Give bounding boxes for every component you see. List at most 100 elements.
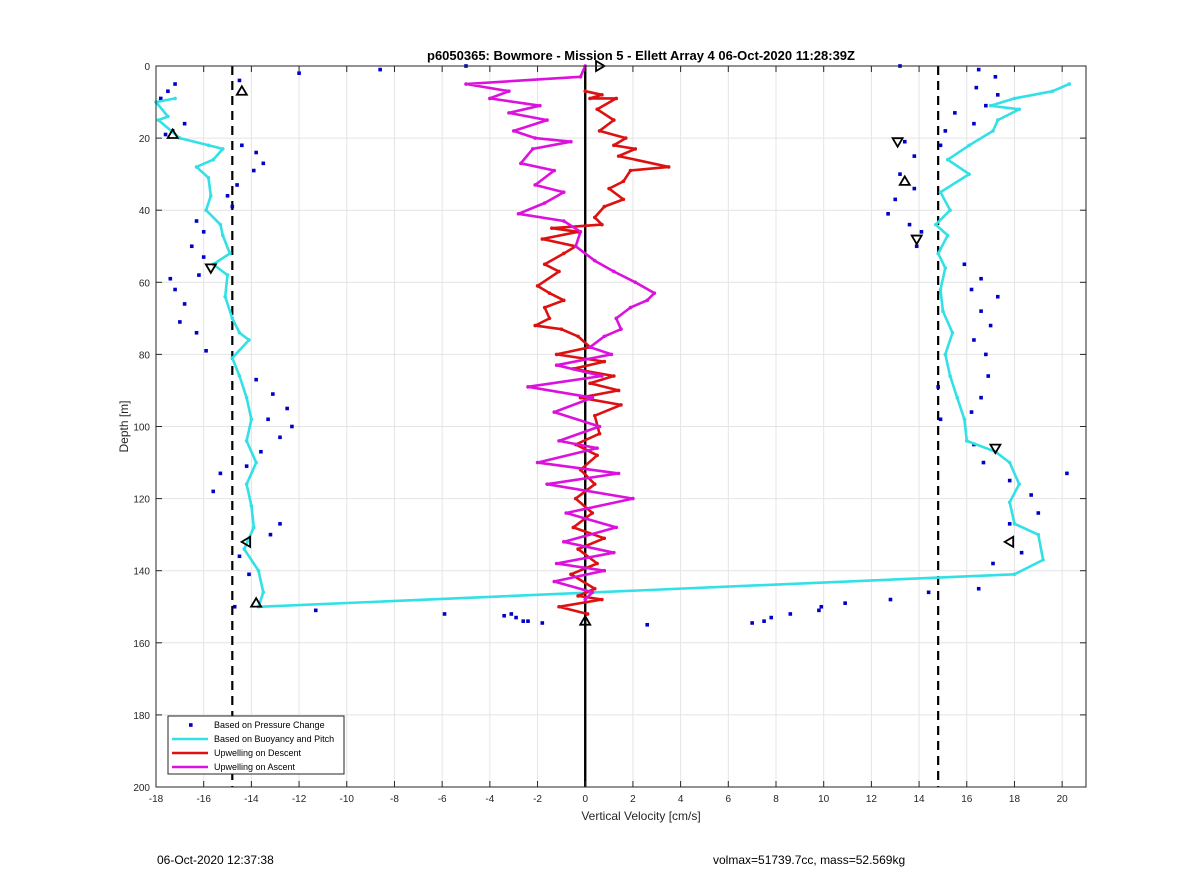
scatter-point xyxy=(981,460,986,465)
series-vertex xyxy=(967,143,971,148)
series-vertex xyxy=(533,183,537,187)
x-tick-label: 4 xyxy=(678,794,684,805)
series-vertex xyxy=(178,136,182,140)
series-vertex xyxy=(583,597,588,602)
series-vertex xyxy=(964,439,969,443)
series-vertex xyxy=(542,262,547,267)
series-vertex xyxy=(1007,460,1012,465)
series-vertex xyxy=(938,287,943,292)
scatter-point xyxy=(225,193,230,198)
series-vertex xyxy=(576,334,580,339)
scatter-point xyxy=(893,197,898,202)
scatter-point xyxy=(769,615,774,620)
scatter-point xyxy=(268,532,273,537)
series-vertex xyxy=(209,193,213,198)
scatter-point xyxy=(888,597,893,602)
series-vertex xyxy=(557,269,561,274)
scatter-point xyxy=(1029,493,1033,497)
series-vertex xyxy=(194,165,199,169)
scatter-point xyxy=(201,230,206,234)
triangle-marker xyxy=(235,84,249,96)
series-vertex xyxy=(933,222,938,227)
series-vertex xyxy=(561,190,566,194)
scatter-point xyxy=(158,96,163,101)
scatter-point xyxy=(912,154,917,158)
series-vertex xyxy=(597,129,602,133)
series-vertex xyxy=(619,403,623,407)
scatter-point xyxy=(237,78,242,83)
series-vertex xyxy=(588,381,592,386)
series-vertex xyxy=(943,352,948,357)
x-tick-label: 8 xyxy=(773,794,779,805)
series-vertex xyxy=(1067,82,1072,86)
series-vertex xyxy=(533,323,537,328)
scatter-point xyxy=(645,622,650,627)
scatter-point xyxy=(259,449,263,454)
series-vertex xyxy=(936,251,940,256)
series-vertex xyxy=(602,334,607,339)
series-vertex xyxy=(991,129,995,133)
series-vertex xyxy=(561,219,566,223)
scatter-point xyxy=(182,302,187,306)
scatter-point xyxy=(819,604,824,609)
scatter-point xyxy=(514,615,518,620)
series-vertex xyxy=(225,273,230,277)
series-vertex xyxy=(628,168,633,173)
series-vertex xyxy=(206,175,211,180)
series-vertex xyxy=(652,291,657,295)
series-vertex xyxy=(988,103,993,108)
series-vertex xyxy=(592,258,597,263)
series-vertex xyxy=(616,388,621,393)
series-vertex xyxy=(619,327,623,331)
series-vertex xyxy=(557,604,561,609)
series-vertex xyxy=(1012,96,1017,101)
scatter-point xyxy=(201,255,206,259)
series-vertex xyxy=(247,338,251,342)
series-vertex xyxy=(950,330,955,335)
series-vertex xyxy=(621,197,626,202)
series-vertex xyxy=(488,96,492,101)
scatter-point xyxy=(197,273,201,277)
triangle-marker xyxy=(166,127,180,139)
triangle-marker xyxy=(910,234,924,246)
scatter-point xyxy=(986,374,991,378)
scatter-point xyxy=(540,621,545,625)
series-vertex xyxy=(623,136,628,140)
legend-swatch xyxy=(189,723,193,727)
series-vertex xyxy=(588,96,592,101)
series-vertex xyxy=(464,82,468,86)
scatter-point xyxy=(1065,471,1069,476)
x-tick-label: 20 xyxy=(1057,794,1069,805)
scatter-point xyxy=(247,572,251,577)
legend-label: Based on Buoyancy and Pitch xyxy=(214,734,334,744)
scatter-point xyxy=(240,143,244,148)
series-vertex xyxy=(1017,107,1022,112)
scatter-point xyxy=(235,183,239,187)
scatter-point xyxy=(969,287,974,292)
series-vertex xyxy=(595,453,599,458)
series-vertex xyxy=(242,547,247,551)
series-vertex xyxy=(569,139,573,144)
scatter-point xyxy=(182,121,187,126)
y-tick-label: 80 xyxy=(139,350,151,361)
scatter-point xyxy=(902,139,907,144)
y-tick-label: 0 xyxy=(144,62,150,73)
series-vertex xyxy=(552,410,557,414)
triangle-marker xyxy=(249,596,263,608)
scatter-point xyxy=(984,103,988,108)
series-vertex xyxy=(631,496,635,501)
scatter-point xyxy=(278,435,282,440)
x-tick-label: -10 xyxy=(340,794,355,805)
series-vertex xyxy=(585,612,590,616)
series-vertex xyxy=(206,143,211,148)
series-vertex xyxy=(590,511,595,515)
series-vertex xyxy=(628,305,633,310)
series-vertex xyxy=(554,363,559,368)
series-vertex xyxy=(244,482,249,486)
x-tick-label: 18 xyxy=(1009,794,1021,805)
scatter-point xyxy=(230,204,235,209)
series-vertex xyxy=(173,96,177,101)
series-vertex xyxy=(592,586,597,591)
scatter-point xyxy=(168,276,173,281)
series-vertex xyxy=(204,208,208,212)
